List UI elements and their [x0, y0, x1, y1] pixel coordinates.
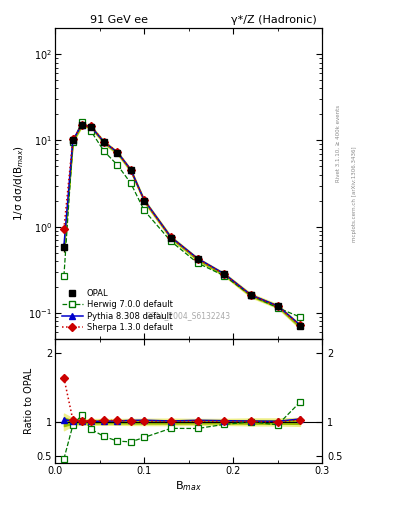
Text: OPAL_2004_S6132243: OPAL_2004_S6132243 [146, 311, 231, 321]
Y-axis label: 1/σ dσ/d(B$_{max}$): 1/σ dσ/d(B$_{max}$) [12, 146, 26, 222]
Y-axis label: Ratio to OPAL: Ratio to OPAL [24, 368, 34, 434]
Text: 91 GeV ee: 91 GeV ee [90, 15, 148, 25]
Text: γ*/Z (Hadronic): γ*/Z (Hadronic) [231, 15, 317, 25]
Text: mcplots.cern.ch [arXiv:1306.3436]: mcplots.cern.ch [arXiv:1306.3436] [352, 147, 357, 242]
Text: Rivet 3.1.10, ≥ 400k events: Rivet 3.1.10, ≥ 400k events [336, 105, 341, 182]
X-axis label: B$_{max}$: B$_{max}$ [175, 479, 202, 493]
Legend: OPAL, Herwig 7.0.0 default, Pythia 8.308 default, Sherpa 1.3.0 default: OPAL, Herwig 7.0.0 default, Pythia 8.308… [59, 286, 175, 335]
